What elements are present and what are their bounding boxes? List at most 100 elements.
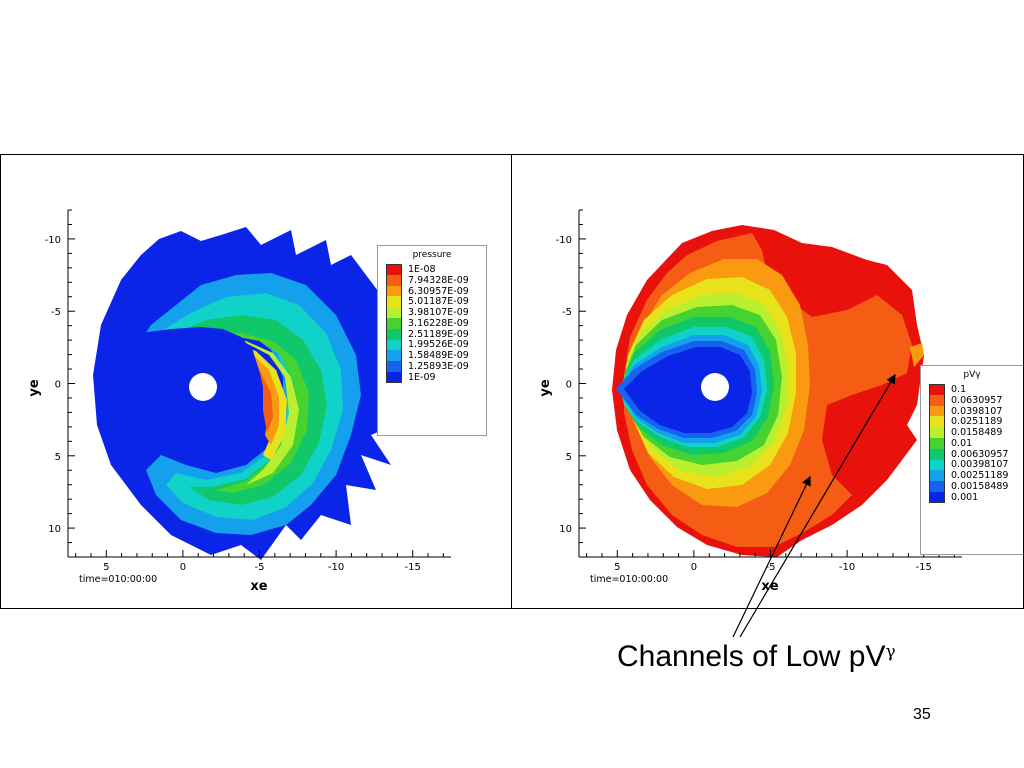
legend-label: 1E-08: [408, 263, 436, 275]
x-tick-label: -15: [916, 562, 932, 573]
caption-gamma: γ: [885, 642, 896, 662]
legend-swatch: [386, 317, 402, 329]
legend-entry: 0.01: [921, 438, 1023, 449]
legend-title: pVγ: [963, 370, 981, 380]
legend-swatch: [929, 491, 945, 503]
pvgamma-legend: pVγ 0.1 0.0630957 0.0398107 0.0251189 0.0158…: [920, 365, 1023, 555]
contour-level-0.0398-tip: [910, 343, 924, 367]
legend-swatch: [386, 307, 402, 318]
legend-entry: 7.94328E-09: [378, 275, 486, 286]
legend-label: 0.0158489: [951, 427, 1003, 439]
x-tick-label: 5: [103, 562, 109, 573]
earth-circle: [701, 373, 729, 401]
legend-entry: 1E-09: [378, 372, 486, 383]
x-tick-label: -10: [839, 562, 855, 573]
pressure-plot-panel: 5 0 -5 -10 -15 -10 -5 0 5 10 ye xe time=010:00:00…: [0, 154, 512, 609]
time-label: time=010:00:00: [79, 574, 157, 585]
y-tick-label: 10: [48, 524, 61, 535]
legend-swatch: [929, 405, 945, 417]
y-tick-label: 5: [55, 452, 61, 463]
x-tick-label: -5: [255, 562, 265, 573]
caption-text: Channels of Low pV: [617, 640, 886, 673]
legend-swatch: [386, 339, 402, 351]
legend-label: 3.16228E-09: [408, 317, 469, 329]
legend-entry: 5.01187E-09: [378, 296, 486, 307]
legend-entry: 0.0630957: [921, 395, 1023, 406]
pressure-plot: 5 0 -5 -10 -15 -10 -5 0 5 10 ye xe time=010:00:00: [27, 209, 451, 594]
x-tick-label: 5: [614, 562, 620, 573]
pvgamma-plot-panel: 5 0 -5 -10 -15 -10 -5 0 5 10 ye xe time=010:00:00…: [511, 154, 1024, 609]
legend-entry: 0.00158489: [921, 481, 1023, 492]
legend-label: 0.00398107: [951, 459, 1009, 471]
legend-label: 0.001: [951, 491, 979, 503]
legend-entry: 3.16228E-09: [378, 318, 486, 329]
x-axis-label: xe: [761, 579, 778, 594]
x-tick-label: 0: [691, 562, 697, 573]
legend-swatch: [386, 350, 402, 362]
legend-label: 1.58489E-09: [408, 350, 469, 362]
x-tick-label: -10: [328, 562, 344, 573]
legend-label: 6.30957E-09: [408, 285, 469, 297]
legend-entry: 3.98107E-09: [378, 307, 486, 318]
legend-entry: 0.0398107: [921, 406, 1023, 417]
legend-label: 0.1: [951, 383, 967, 395]
legend-swatch: [929, 416, 945, 428]
y-tick-label: -5: [51, 307, 61, 318]
legend-label: 7.94328E-09: [408, 274, 469, 286]
legend-label: 0.0630957: [951, 394, 1003, 406]
pressure-legend: pressure 1E-08 7.94328E-09 6.30957E-09 5.01…: [377, 245, 487, 436]
legend-swatch: [929, 394, 945, 406]
x-axis-label: xe: [250, 579, 267, 594]
legend-swatch: [929, 481, 945, 492]
legend-label: 0.00630957: [951, 448, 1009, 460]
legend-label: 0.00158489: [951, 481, 1009, 493]
y-tick-label: 5: [566, 452, 572, 463]
annotation-caption: Channels of Low pVγ: [617, 640, 896, 674]
legend-entry: 0.00398107: [921, 459, 1023, 471]
legend-entry: 0.00251189: [921, 470, 1023, 481]
legend-entry: 1.25893E-09: [378, 361, 486, 372]
legend-swatch: [386, 274, 402, 286]
y-tick-label: 0: [566, 380, 572, 391]
x-tick-label: -15: [405, 562, 421, 573]
x-tick-label: -5: [766, 562, 776, 573]
legend-entry: 0.001: [921, 492, 1023, 503]
legend-swatch: [386, 296, 402, 308]
legend-label: 0.01: [951, 437, 973, 449]
legend-label: 5.01187E-09: [408, 296, 469, 308]
legend-label: 3.98107E-09: [408, 307, 469, 319]
y-axis-label: ye: [538, 379, 553, 396]
legend-swatch: [929, 470, 945, 482]
y-axis-label: ye: [27, 379, 42, 396]
pvgamma-axes: 5 0 -5 -10 -15 -10 -5 0 5 10: [556, 209, 962, 573]
legend-swatch: [929, 459, 945, 471]
pressure-axes: 5 0 -5 -10 -15 -10 -5 0 5 10: [45, 209, 451, 573]
legend-label: 1E-09: [408, 371, 436, 383]
legend-swatch: [386, 264, 402, 275]
legend-entry: 0.00630957: [921, 449, 1023, 460]
legend-swatch: [929, 437, 945, 449]
legend-swatch: [386, 328, 402, 340]
legend-entry: 1.58489E-09: [378, 350, 486, 361]
contour-level-7.94e-09: [259, 369, 273, 433]
contour-level-6.31e-09: [251, 353, 279, 445]
legend-label: 0.0398107: [951, 405, 1003, 417]
legend-entry: 6.30957E-09: [378, 286, 486, 297]
legend-entry: 0.1: [921, 384, 1023, 395]
legend-swatch: [929, 427, 945, 438]
legend-entry: 0.0251189: [921, 416, 1023, 427]
legend-entry: 0.0158489: [921, 427, 1023, 438]
legend-entry: 1.99526E-09: [378, 339, 486, 351]
y-tick-label: 0: [55, 380, 61, 391]
legend-swatch: [386, 285, 402, 297]
legend-label: 0.00251189: [951, 470, 1009, 482]
contour-level-5.01e-09: [226, 343, 287, 460]
y-tick-label: -5: [562, 307, 572, 318]
time-label: time=010:00:00: [590, 574, 668, 585]
legend-label: 2.51189E-09: [408, 328, 469, 340]
y-tick-label: 10: [559, 524, 572, 535]
contour-level-0.001: [624, 347, 752, 433]
y-tick-label: -10: [556, 235, 572, 246]
legend-swatch: [929, 448, 945, 460]
inner-low-pressure-region: [101, 327, 259, 453]
